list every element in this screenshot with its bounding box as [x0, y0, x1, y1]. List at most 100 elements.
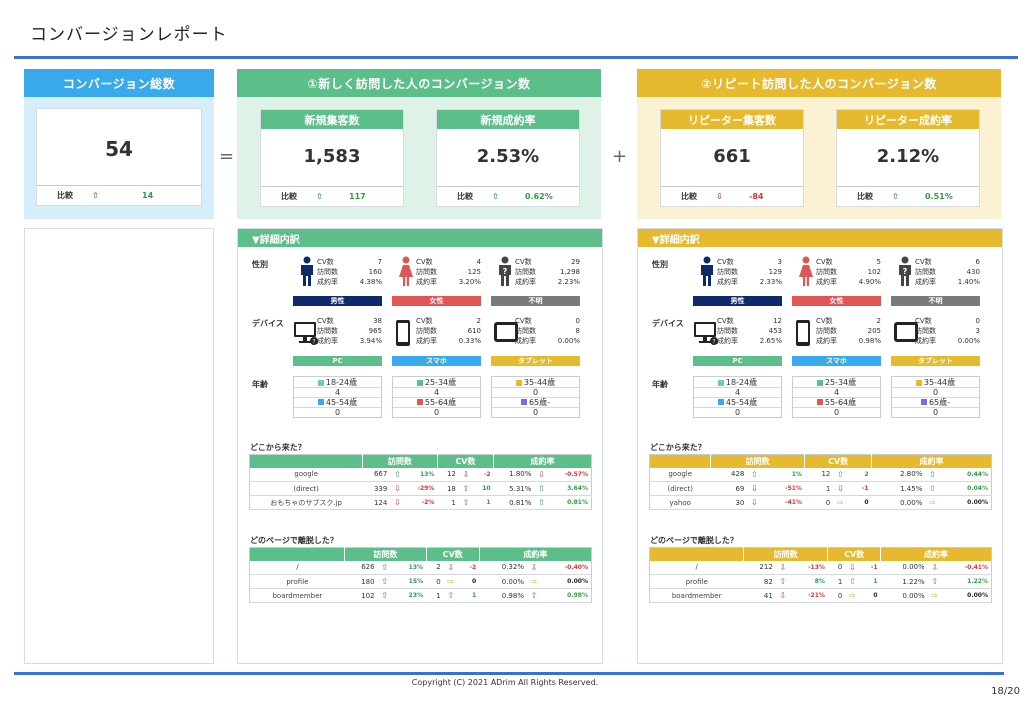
table-header-blank [649, 547, 744, 561]
visits-change: 13% [391, 560, 427, 575]
age-range: 18-24歳 [294, 378, 381, 387]
svg-text:?: ? [503, 267, 508, 276]
stat-value: 0 [575, 317, 580, 325]
age-value: 4 [793, 387, 880, 397]
compare-label: 比較 [457, 192, 473, 201]
arrow-up-icon: ⇧ [747, 467, 762, 482]
stat-value: 38 [373, 317, 382, 325]
cv-change: -2 [472, 467, 494, 482]
table-header: CV数 [827, 547, 881, 561]
arrow-up-icon: ⇧ [316, 192, 323, 201]
stat-value: 160 [368, 268, 382, 276]
arrow-up-icon: ⇧ [527, 588, 541, 603]
arrow-right-icon: ⇨ [833, 495, 848, 510]
stat-value: 2.33% [759, 278, 782, 286]
age-value: 0 [294, 407, 381, 417]
age-range: 65歳- [892, 397, 979, 407]
stat-value: 12 [773, 317, 782, 325]
row-name: profile [649, 574, 744, 589]
table-row: (direct) 339 ⇩ -29% 18 ⇧ 10 5.31% ⇧ 3.64% [249, 481, 592, 496]
stat-value: 4.38% [359, 278, 382, 286]
cv-value: 18 [437, 481, 459, 496]
visits-change: 8% [789, 574, 828, 589]
stat-key: 訪問数 [915, 327, 936, 335]
arrow-down-icon: ⇩ [458, 467, 473, 482]
rate-value: 0.00% [871, 495, 926, 510]
stat-row: CV数 0 [915, 317, 980, 326]
stat-row: 成約率 0.33% [416, 337, 481, 346]
age-value: 4 [294, 387, 381, 397]
stat-row: 成約率 2.33% [717, 278, 782, 287]
cv-change: 1 [472, 495, 494, 510]
source-label: どこから来た？ [250, 443, 306, 452]
stat-key: 成約率 [317, 278, 338, 286]
stat-value: 7 [377, 258, 382, 266]
stat-row: CV数 6 [915, 258, 980, 267]
visits-value: 124 [362, 495, 391, 510]
stat-row: 訪問数 205 [816, 327, 881, 336]
stat-key: CV数 [317, 258, 334, 266]
visits-value: 41 [743, 588, 776, 603]
stat-key: 成約率 [317, 337, 338, 345]
visits-change: -51% [761, 481, 805, 496]
stat-key: 訪問数 [515, 327, 536, 335]
stat-key: CV数 [515, 258, 532, 266]
total-value: 54 [105, 137, 133, 161]
stat-key: CV数 [915, 258, 932, 266]
stat-value: 430 [966, 268, 980, 276]
cv-change: 0 [457, 574, 480, 589]
card-header: リピーター集客数 [661, 110, 803, 129]
gender-bar-2: 不明 [491, 296, 580, 306]
stat-row: 訪問数 125 [416, 268, 481, 277]
arrow-right-icon: ⇨ [443, 574, 458, 589]
age-value: 0 [892, 407, 979, 417]
rate-change: -0.40% [541, 560, 592, 575]
stat-row: CV数 3 [717, 258, 782, 267]
stat-row: 訪問数 453 [717, 327, 782, 336]
stat-row: 訪問数 1,298 [515, 268, 580, 277]
age-range: 25-34歳 [393, 378, 480, 387]
rate-change: 0.04% [939, 481, 992, 496]
age-range: 55-64歳 [393, 397, 480, 407]
metric-card: リピーター成約率 2.12% 比較 ⇧ 0.51% [836, 109, 980, 207]
legend-swatch [515, 379, 522, 386]
stat-row: 成約率 4.90% [816, 278, 881, 287]
stat-row: 成約率 1.40% [915, 278, 980, 287]
table-header-blank [249, 547, 345, 561]
stat-value: 2 [876, 317, 881, 325]
stat-row: CV数 38 [317, 317, 382, 326]
table-header: 訪問数 [709, 454, 805, 468]
exit-label: どのページで離脱した？ [650, 536, 738, 545]
female-icon [399, 256, 413, 286]
equals-sign: = [219, 146, 235, 167]
compare-value: -84 [749, 192, 764, 201]
age-value: 0 [694, 407, 781, 417]
row-name: boardmember [249, 588, 345, 603]
table-row: yahoo 30 ⇩ -41% 0 ⇨ 0 0.00% ⇨ 0.00% [649, 495, 992, 510]
rate-value: 0.98% [479, 588, 527, 603]
card-compare: 比較 ⇧ 117 [261, 186, 403, 206]
arrow-up-icon: ⇧ [377, 588, 392, 603]
gender-bar-2: 不明 [891, 296, 980, 306]
section-header: ①新しく訪問した人のコンバージョン数 [237, 69, 601, 97]
visits-change: 1% [761, 467, 805, 482]
rate-value: 2.80% [871, 467, 926, 482]
male-icon [301, 256, 313, 286]
age-range: 55-64歳 [793, 397, 880, 407]
cv-value: 0 [804, 495, 834, 510]
stat-key: CV数 [515, 317, 532, 325]
rate-value: 1.45% [871, 481, 926, 496]
visits-value: 180 [344, 574, 378, 589]
stat-value: 6 [975, 258, 980, 266]
visits-change: -13% [789, 560, 828, 575]
table-row: boardmember 102 ⇧ 23% 1 ⇧ 1 0.98% ⇧ 0.98% [249, 588, 592, 603]
stat-value: 0.00% [557, 337, 580, 345]
stat-row: CV数 2 [416, 317, 481, 326]
age-value: 4 [694, 387, 781, 397]
legend-swatch [717, 399, 724, 405]
age-range: 45-54歳 [694, 397, 781, 407]
stat-value: 0.98% [858, 337, 881, 345]
metric-card: 新規成約率 2.53% 比較 ⇧ 0.62% [436, 109, 580, 207]
rate-change: 0.00% [541, 574, 592, 589]
total-card: 54 比較 ⇧ 14 [36, 108, 202, 206]
